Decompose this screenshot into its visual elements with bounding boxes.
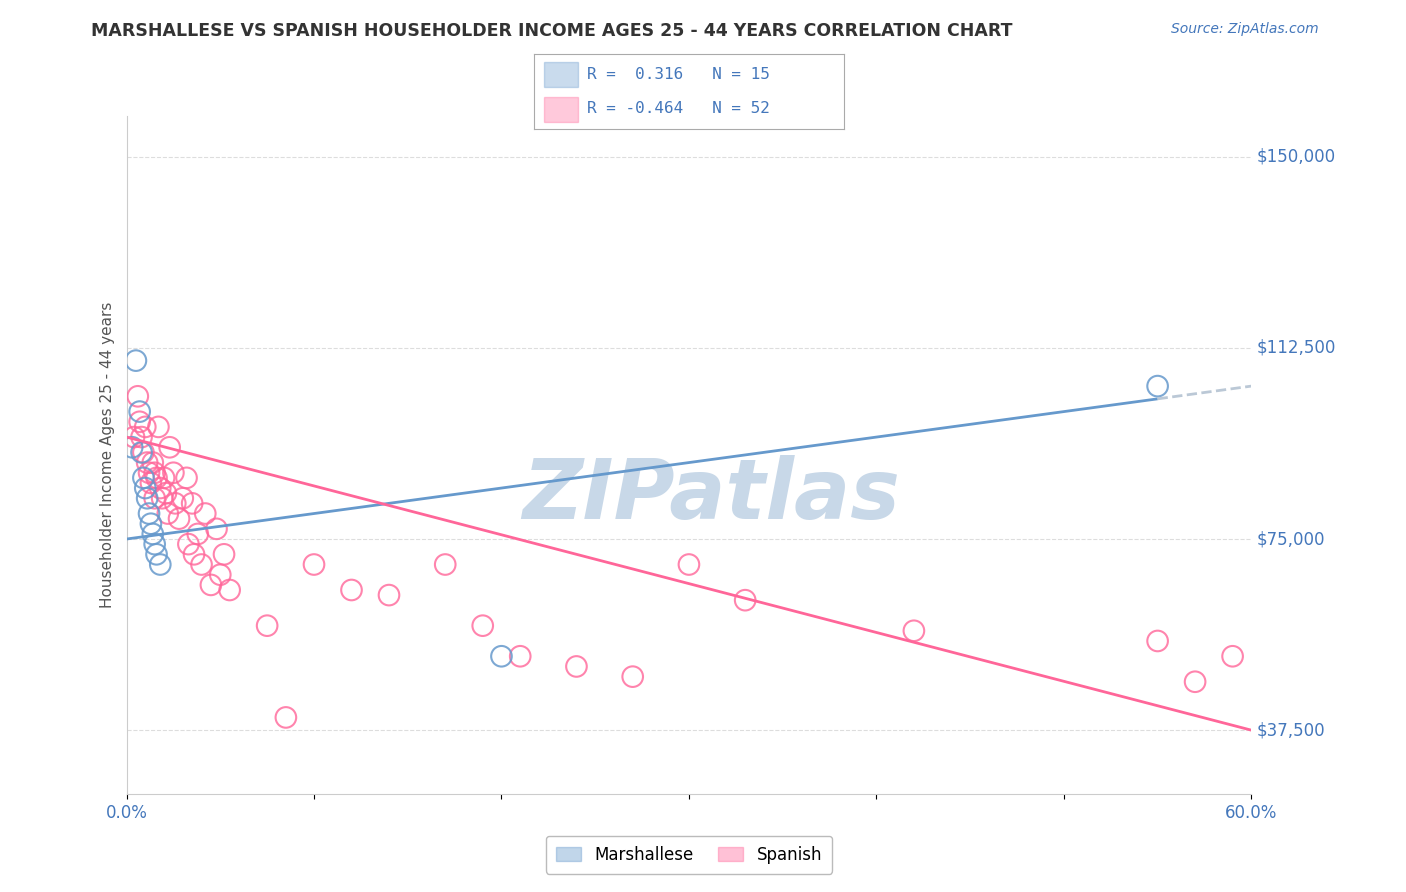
Point [121,440,143,454]
Point [134,481,156,495]
Point [145,471,167,485]
Point [136,456,159,470]
Point [621,670,644,684]
Point [128,415,150,429]
Point [132,471,155,485]
Point [122,430,145,444]
Point [155,486,177,500]
Legend: Marshallese, Spanish: Marshallese, Spanish [546,836,832,873]
Point [183,547,205,561]
Point [734,593,756,607]
Text: $37,500: $37,500 [1257,721,1326,739]
Point [378,588,401,602]
Point [678,558,700,572]
Point [149,481,172,495]
Point [138,466,160,480]
Point [212,547,235,561]
Point [150,491,173,506]
Point [131,430,153,444]
Text: R =  0.316   N = 15: R = 0.316 N = 15 [586,67,769,82]
Point [565,659,588,673]
Point [200,578,222,592]
Text: ZIPatlas: ZIPatlas [523,455,900,536]
Point [256,618,278,632]
Y-axis label: Householder Income Ages 25 - 44 years: Householder Income Ages 25 - 44 years [100,301,115,608]
Point [194,507,217,521]
Point [143,466,166,480]
Point [142,456,165,470]
Text: R = -0.464   N = 52: R = -0.464 N = 52 [586,102,769,116]
Point [491,649,513,664]
Point [509,649,531,664]
Point [145,547,167,561]
Point [302,558,325,572]
Point [205,522,228,536]
Text: Source: ZipAtlas.com: Source: ZipAtlas.com [1171,22,1319,37]
Point [139,475,162,490]
Point [172,491,194,506]
Point [181,496,204,510]
Point [218,582,240,597]
Point [138,507,160,521]
Point [1222,649,1244,664]
Point [340,582,363,597]
Point [187,527,209,541]
Point [177,537,200,551]
Point [153,471,176,485]
Point [131,445,153,459]
Point [156,507,179,521]
Point [132,445,155,459]
Point [434,558,457,572]
Point [176,471,198,485]
Point [143,491,166,506]
Point [1184,674,1206,689]
Point [125,353,148,368]
Text: $75,000: $75,000 [1257,530,1326,548]
Point [142,527,165,541]
Point [134,420,156,434]
Point [190,558,212,572]
Point [128,404,150,418]
Point [165,496,187,510]
Point [162,466,184,480]
Text: $150,000: $150,000 [1257,148,1336,166]
Point [139,516,162,531]
Point [209,567,232,582]
Point [1146,634,1168,648]
Point [274,710,297,724]
Text: MARSHALLESE VS SPANISH HOUSEHOLDER INCOME AGES 25 - 44 YEARS CORRELATION CHART: MARSHALLESE VS SPANISH HOUSEHOLDER INCOM… [91,22,1012,40]
Bar [544,96,578,122]
Point [149,558,172,572]
Point [167,511,190,525]
Point [1146,379,1168,393]
Text: $112,500: $112,500 [1257,339,1336,357]
Point [143,537,166,551]
Point [159,440,181,454]
Point [903,624,925,638]
Point [148,420,170,434]
Point [127,389,149,403]
Bar [544,62,578,87]
Point [471,618,494,632]
Point [136,491,159,506]
